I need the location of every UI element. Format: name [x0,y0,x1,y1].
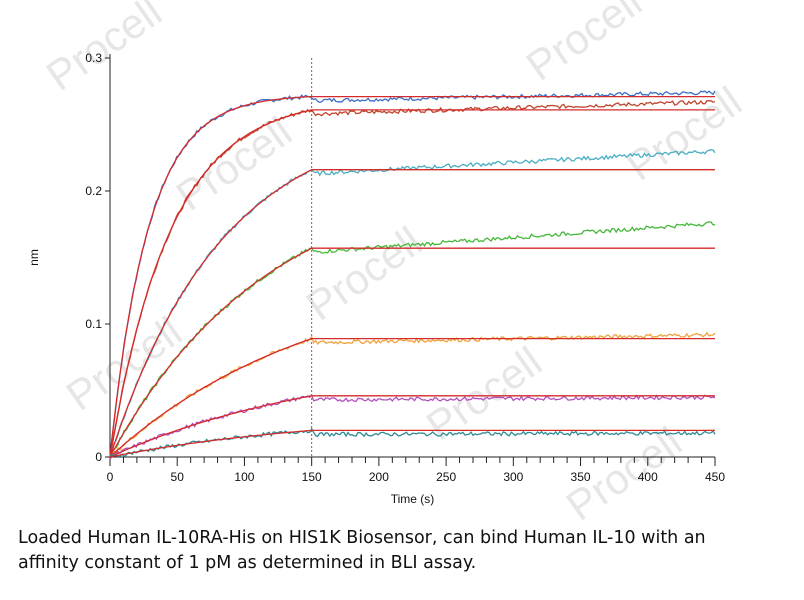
x-tick-label: 450 [705,470,725,484]
fit-curve-1 [109,95,715,458]
caption-line-1: Loaded Human IL-10RA-His on HIS1K Biosen… [18,528,706,548]
plot-area: 0 0.1 0.2 0.3 nm 0 50 100 150 200 250 300 350 400 450 T… [27,51,725,506]
y-tick-label: 0 [95,450,102,464]
x-tick-label: 300 [503,470,523,484]
data-series-6 [109,393,716,460]
x-axis-title: Time (s) [391,492,435,506]
figure-caption: Loaded Human IL-10RA-His on HIS1K Biosen… [18,526,798,576]
fit-curve-5 [109,337,715,458]
fit-curve-6 [109,395,715,458]
data-series-3 [109,149,716,457]
y-tick-label: 0.1 [85,317,102,331]
data-series-1 [109,90,716,458]
fit-curve-2 [109,109,715,458]
x-tick-label: 400 [638,470,658,484]
x-tick-label: 150 [302,470,322,484]
y-axis-title: nm [27,249,41,266]
bli-sensorgram-chart: 0 0.1 0.2 0.3 nm 0 50 100 150 200 250 300 350 400 450 T… [27,51,725,506]
fit-curve-3 [109,169,715,458]
x-tick-label: 0 [107,470,114,484]
x-tick-label: 100 [234,470,254,484]
y-tick-label: 0.2 [85,184,102,198]
y-tick-label: 0.3 [85,51,102,65]
fit-curve-7 [109,429,715,458]
caption-line-2: affinity constant of 1 pM as determined … [18,553,477,573]
fit-curve-4 [109,247,715,458]
x-tick-label: 350 [571,470,591,484]
x-tick-label: 200 [369,470,389,484]
x-tick-label: 250 [436,470,456,484]
x-tick-label: 50 [171,470,185,484]
data-series-5 [109,331,716,457]
